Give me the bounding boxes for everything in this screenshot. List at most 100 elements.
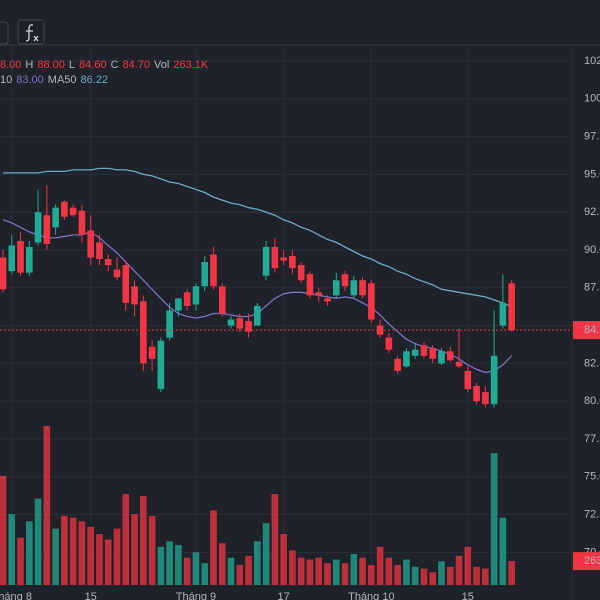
volume-bar [446, 566, 454, 585]
candle-body [210, 254, 217, 287]
y-tick-label: 92.50 [584, 206, 600, 218]
candles [0, 184, 515, 408]
candle-body [192, 286, 200, 305]
candle-body [245, 321, 252, 332]
candle-body [411, 349, 419, 356]
volume-bar [140, 495, 147, 585]
candle-body [183, 292, 191, 306]
volume-bar [420, 568, 428, 585]
candle-body [289, 256, 296, 269]
volume-bar [26, 521, 33, 585]
volume-bar [122, 494, 130, 585]
candle-body [306, 274, 314, 296]
volume-bar [183, 557, 191, 585]
y-tick-label: 77.50 [584, 433, 600, 445]
volume-bar [52, 528, 59, 585]
fx-icon [25, 24, 39, 42]
volume-bar [385, 557, 393, 585]
volume-bar [43, 425, 51, 585]
candle-body [271, 246, 279, 269]
legend-key: 10 [0, 74, 12, 86]
volume-bar [332, 559, 340, 585]
candle-body [254, 305, 261, 326]
candle-body [297, 265, 305, 281]
candle-body [403, 351, 410, 367]
candle-body [508, 283, 515, 331]
y-tick-label: 90.00 [584, 244, 600, 256]
volume-bar [218, 543, 226, 585]
volume-bar [113, 528, 121, 585]
volume-bar [350, 554, 358, 585]
volume-bar [201, 563, 209, 585]
toolbar [0, 0, 600, 45]
candle-body [0, 257, 7, 290]
volume-bar [131, 514, 138, 585]
candle-body [464, 370, 472, 390]
volume-bar [403, 559, 410, 585]
candle-body [122, 265, 130, 303]
x-tick-label: Tháng 10 [348, 591, 394, 600]
candle-body [227, 319, 235, 326]
candle-body [201, 262, 209, 287]
x-tick-label: 17 [278, 591, 290, 600]
legend-value: 84.70 [123, 59, 151, 71]
y-tick-label: 102.50 [584, 55, 600, 67]
candle-body [455, 361, 463, 367]
y-tick-label: 97.50 [584, 131, 600, 143]
candle-body [280, 257, 287, 261]
volume-bar [69, 517, 77, 585]
volume-pane [0, 425, 515, 585]
volume-bar [306, 559, 314, 585]
y-tick-label: 95.00 [584, 168, 600, 180]
volume-bar [482, 568, 489, 585]
candle-body [262, 246, 270, 276]
candle-body [26, 246, 33, 273]
volume-bar [192, 552, 200, 585]
candle-body [148, 346, 156, 359]
last-price-label: 84.70 [584, 324, 600, 336]
volume-bar [490, 453, 498, 585]
ma-line [3, 167, 512, 308]
candle-body [218, 286, 226, 314]
candle-body [17, 240, 24, 273]
candle-body [394, 358, 401, 371]
last-volume-box [573, 552, 600, 571]
volume-bar [78, 521, 86, 585]
volume-bar [0, 475, 7, 585]
volume-bar [280, 534, 287, 585]
volume-bar [157, 546, 165, 585]
volume-bar [359, 557, 366, 585]
candle-body [368, 283, 375, 320]
candle-body [8, 245, 16, 272]
volume-bar [315, 557, 323, 585]
price-axis: 70.0072.5075.0077.5080.0082.5085.0087.50… [0, 45, 600, 600]
volume-bar [499, 517, 507, 585]
volume-bar [236, 565, 244, 585]
candle-body [324, 298, 331, 302]
candle-body [113, 269, 121, 278]
legend-key: H [25, 59, 33, 71]
volume-bar [210, 510, 217, 585]
last-volume-label: 263.1K [584, 555, 600, 567]
volume-bar [175, 545, 182, 585]
volume-bar [464, 546, 472, 585]
volume-bar [166, 541, 173, 585]
legend-value: 84.60 [79, 59, 107, 71]
legend-key: L [69, 59, 75, 71]
candle-body [96, 242, 103, 260]
legend-key: C [111, 59, 119, 71]
volume-bar [104, 539, 112, 585]
candle-body [473, 386, 480, 402]
candle-body [87, 230, 94, 258]
candle-body [359, 280, 366, 296]
legend-key: Vol [154, 59, 169, 71]
candle-body [157, 340, 165, 390]
candle-body [236, 318, 244, 329]
y-tick-label: 72.50 [584, 508, 600, 520]
toolbar-button[interactable] [0, 21, 9, 45]
candle-body [140, 301, 147, 364]
candle-body [482, 392, 489, 405]
indicator-button[interactable] [17, 19, 45, 45]
